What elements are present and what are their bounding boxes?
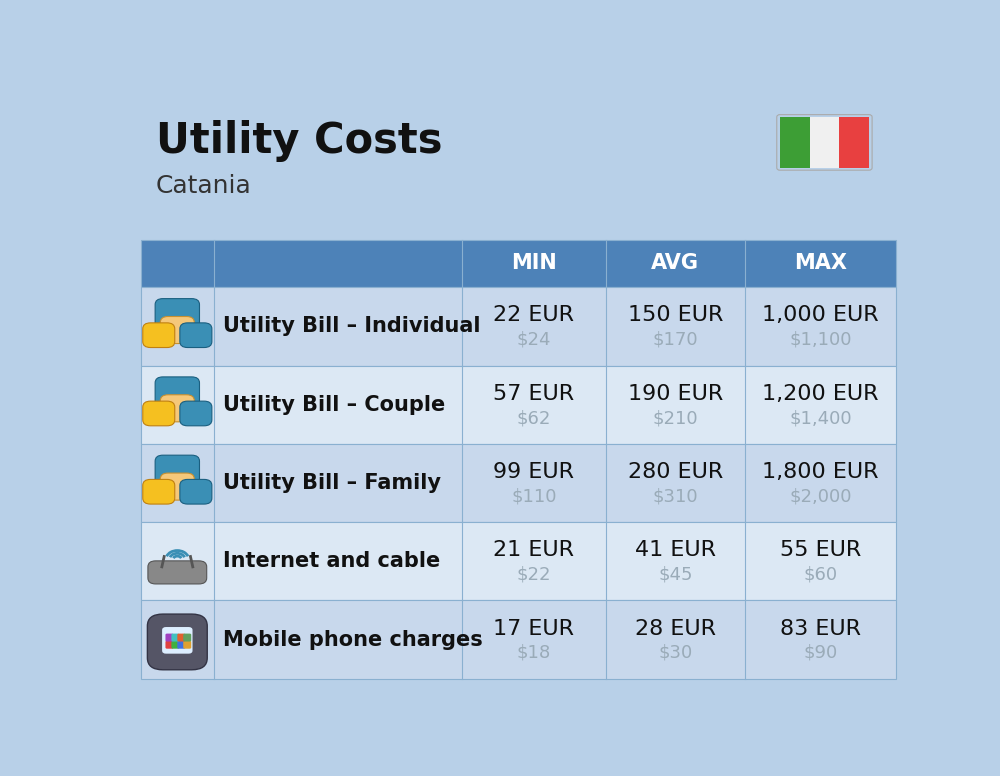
FancyBboxPatch shape [155,299,199,331]
FancyBboxPatch shape [144,606,210,674]
FancyBboxPatch shape [160,317,194,344]
Text: 22 EUR: 22 EUR [493,306,574,325]
Text: $90: $90 [803,644,838,662]
Text: Internet and cable: Internet and cable [223,551,441,571]
FancyBboxPatch shape [171,633,179,642]
Text: 28 EUR: 28 EUR [635,618,716,639]
Text: $22: $22 [517,566,551,584]
Text: Utility Bill – Couple: Utility Bill – Couple [223,395,446,414]
Text: 1,800 EUR: 1,800 EUR [762,462,879,482]
Text: $170: $170 [652,331,698,348]
FancyBboxPatch shape [144,449,210,517]
FancyBboxPatch shape [140,601,896,679]
FancyBboxPatch shape [183,641,191,649]
Text: MAX: MAX [794,254,847,273]
Text: 21 EUR: 21 EUR [493,540,574,560]
FancyBboxPatch shape [180,323,212,348]
Text: $24: $24 [517,331,551,348]
Text: Catania: Catania [156,174,252,198]
FancyBboxPatch shape [155,456,199,487]
FancyBboxPatch shape [144,293,210,360]
FancyBboxPatch shape [160,395,194,422]
Text: $60: $60 [804,566,838,584]
Text: 55 EUR: 55 EUR [780,540,861,560]
Text: 280 EUR: 280 EUR [628,462,723,482]
FancyBboxPatch shape [177,633,185,642]
FancyBboxPatch shape [140,365,896,444]
FancyBboxPatch shape [162,627,193,653]
FancyBboxPatch shape [165,633,173,642]
Text: 17 EUR: 17 EUR [493,618,574,639]
FancyBboxPatch shape [140,444,896,522]
Text: $2,000: $2,000 [789,487,852,505]
FancyBboxPatch shape [171,641,179,649]
Text: MIN: MIN [511,254,557,273]
Text: $1,400: $1,400 [789,409,852,427]
Text: $110: $110 [511,487,557,505]
FancyBboxPatch shape [144,528,210,595]
Text: AVG: AVG [651,254,699,273]
FancyBboxPatch shape [140,240,896,287]
Text: $210: $210 [652,409,698,427]
Text: $18: $18 [517,644,551,662]
FancyBboxPatch shape [155,377,199,409]
Text: Utility Costs: Utility Costs [156,120,442,162]
FancyBboxPatch shape [180,401,212,426]
FancyBboxPatch shape [183,633,191,642]
Text: 83 EUR: 83 EUR [780,618,861,639]
Polygon shape [780,117,810,168]
Text: 190 EUR: 190 EUR [628,384,723,404]
FancyBboxPatch shape [143,323,175,348]
Text: 57 EUR: 57 EUR [493,384,574,404]
Text: Utility Bill – Family: Utility Bill – Family [223,473,441,493]
Text: $30: $30 [658,644,692,662]
FancyBboxPatch shape [180,480,212,504]
Text: 150 EUR: 150 EUR [628,306,723,325]
Text: 1,000 EUR: 1,000 EUR [762,306,879,325]
Text: 41 EUR: 41 EUR [635,540,716,560]
Polygon shape [839,117,869,168]
FancyBboxPatch shape [147,614,207,670]
FancyBboxPatch shape [177,641,185,649]
Text: 1,200 EUR: 1,200 EUR [762,384,879,404]
FancyBboxPatch shape [148,561,207,584]
Text: $310: $310 [652,487,698,505]
Text: 99 EUR: 99 EUR [493,462,574,482]
FancyBboxPatch shape [165,641,173,649]
FancyBboxPatch shape [143,480,175,504]
Text: Mobile phone charges: Mobile phone charges [223,629,483,650]
FancyBboxPatch shape [143,401,175,426]
FancyBboxPatch shape [160,473,194,500]
Text: $1,100: $1,100 [789,331,852,348]
Text: Utility Bill – Individual: Utility Bill – Individual [223,317,481,337]
Polygon shape [810,117,839,168]
FancyBboxPatch shape [144,371,210,438]
Text: $62: $62 [517,409,551,427]
Text: $45: $45 [658,566,692,584]
FancyBboxPatch shape [140,522,896,601]
FancyBboxPatch shape [140,287,896,365]
